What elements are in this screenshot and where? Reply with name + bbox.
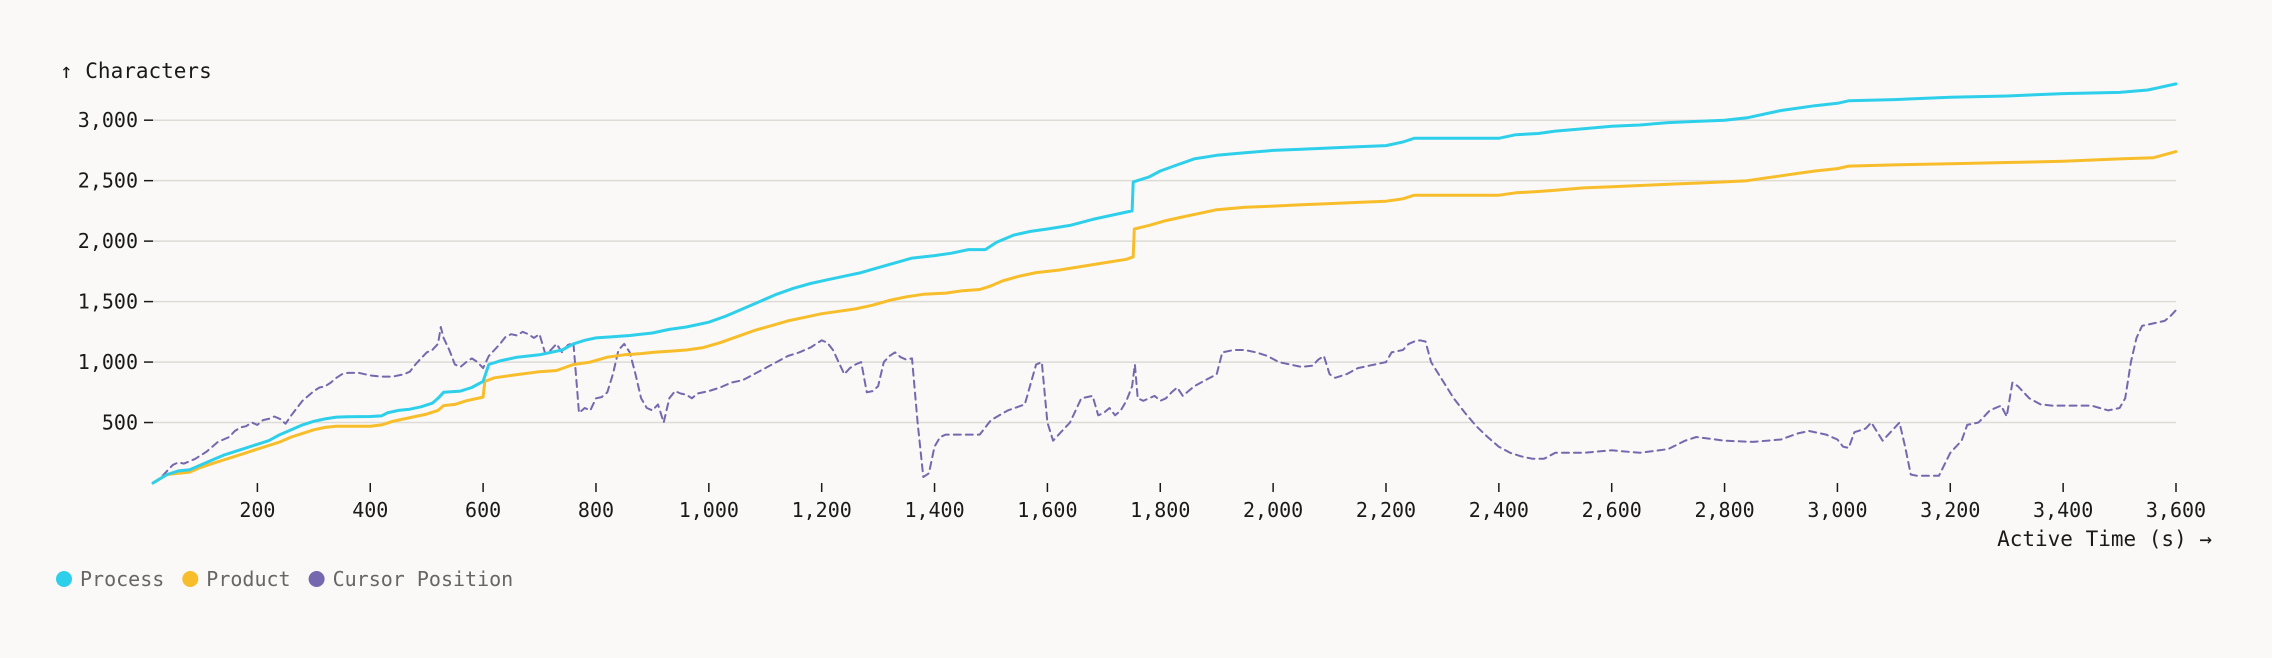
x-tick-label: 2,200 [1356, 498, 1416, 522]
y-tick-label: 500 [102, 411, 138, 435]
series-line-cursor-position [152, 309, 2177, 484]
legend-label: Product [206, 567, 290, 591]
x-tick-label: 400 [352, 498, 388, 522]
series-layer [151, 82, 2178, 485]
x-tick-label: 2,000 [1243, 498, 1303, 522]
x-tick-label: 800 [578, 498, 614, 522]
axis-layer: 500 1,000 1,500 2,000 2,500 3,000 200 400 600 800… [78, 108, 2206, 522]
y-tick-label: 2,000 [78, 229, 138, 253]
x-tick-label: 2,400 [1469, 498, 1529, 522]
x-tick-label: 1,600 [1017, 498, 1077, 522]
legend: Process Product Cursor Position [56, 567, 513, 591]
y-tick-label: 2,500 [78, 169, 138, 193]
x-tick-label: 2,600 [1582, 498, 1642, 522]
series-line-process [151, 82, 2178, 485]
x-tick-label: 3,000 [1807, 498, 1867, 522]
y-tick-label: 1,000 [78, 350, 138, 374]
legend-swatch-process [56, 571, 72, 587]
legend-swatch-product [182, 571, 199, 587]
x-tick-label: 1,200 [792, 498, 852, 522]
legend-label: Cursor Position [333, 567, 514, 591]
x-tick-label: 1,000 [679, 498, 739, 522]
x-axis-title: Active Time (s) → [1997, 527, 2212, 551]
x-tick-label: 3,400 [2033, 498, 2093, 522]
y-axis-title: ↑ Characters [60, 59, 212, 83]
series-line-product [151, 150, 2178, 485]
x-tick-label: 1,400 [904, 498, 964, 522]
legend-swatch-cursor-position [308, 571, 325, 587]
x-tick-label: 2,800 [1694, 498, 1754, 522]
x-tick-label: 3,600 [2146, 498, 2206, 522]
x-tick-label: 3,200 [1920, 498, 1980, 522]
grid-layer [153, 119, 2176, 424]
x-tick-label: 1,800 [1130, 498, 1190, 522]
x-tick-label: 200 [239, 498, 275, 522]
x-tick-label: 600 [465, 498, 501, 522]
y-tick-label: 1,500 [78, 290, 138, 314]
legend-label: Process [80, 567, 164, 591]
y-tick-label: 3,000 [78, 108, 138, 132]
